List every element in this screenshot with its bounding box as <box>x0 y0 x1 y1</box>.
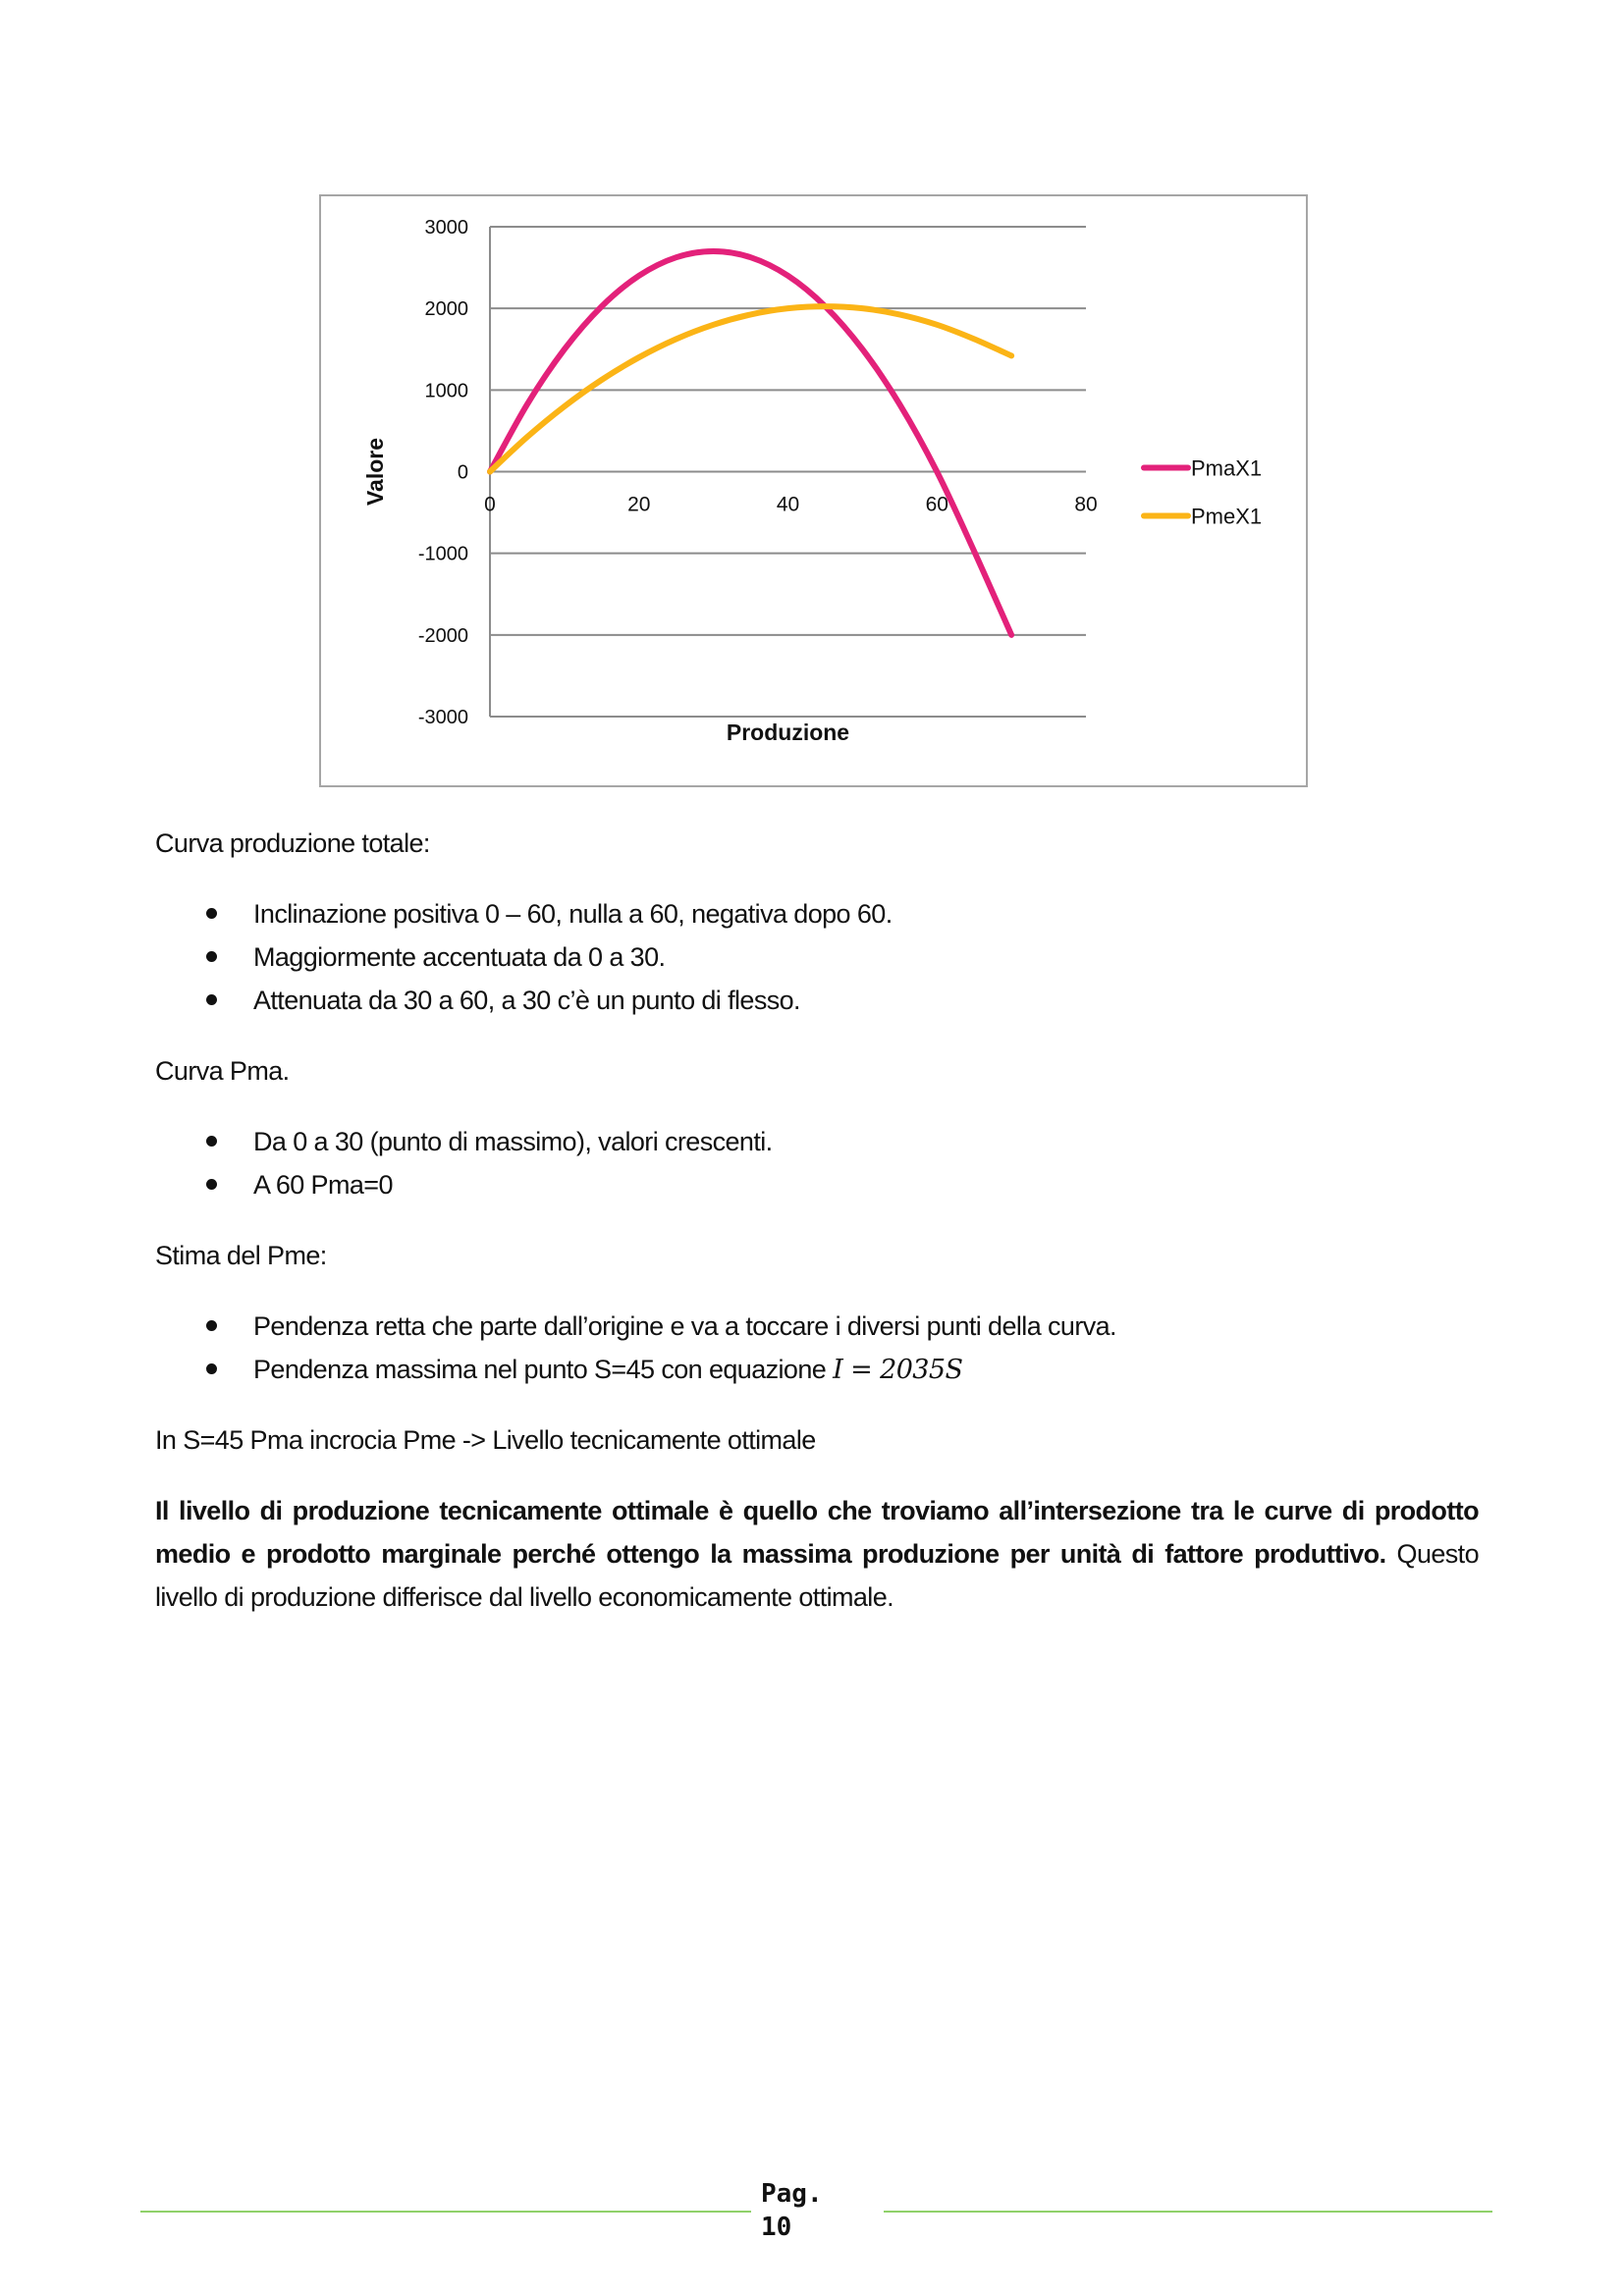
conclusion-paragraph: Il livello di produzione tecnicamente ot… <box>155 1489 1480 1619</box>
y-tick-label: -3000 <box>418 707 468 728</box>
page-label: Pag. <box>761 2179 823 2209</box>
series-line-pmex1 <box>487 303 1015 475</box>
page-number: Pag. 10 <box>761 2177 823 2244</box>
list-item: Maggiormente accentuata da 0 a 30. <box>253 942 666 972</box>
legend-label: PmaX1 <box>1191 456 1262 481</box>
list-item-text: Pendenza massima nel punto S=45 con equa… <box>253 1355 827 1384</box>
line-chart: 3000 2000 1000 0 -1000 -2000 -3000 0 20 40 60 80 Pro… <box>362 217 1262 745</box>
footer-divider-right <box>884 2211 1492 2213</box>
heading-stima-pme: Stima del Pme: <box>155 1241 327 1270</box>
bullet-icon <box>206 1363 217 1374</box>
y-tick-label: 1000 <box>425 380 469 401</box>
bullet-icon <box>206 1320 217 1331</box>
x-tick-label: 40 <box>777 494 799 516</box>
bullet-icon <box>206 1179 217 1190</box>
x-tick-label: 80 <box>1074 494 1097 516</box>
list-item: Da 0 a 30 (punto di massimo), valori cre… <box>253 1127 773 1156</box>
chart: 3000 2000 1000 0 -1000 -2000 -3000 0 20 40 60 80 Pro… <box>319 194 1308 787</box>
list-item: Attenuata da 30 a 60, a 30 c’è un punto … <box>253 986 801 1015</box>
series-line-pmax1 <box>487 247 1015 638</box>
page-number-value: 10 <box>761 2213 792 2242</box>
y-tick-label: 3000 <box>425 217 469 239</box>
bullet-icon <box>206 1136 217 1147</box>
y-axis-label: Valore <box>362 438 388 506</box>
y-tick-label: -1000 <box>418 544 468 565</box>
list-item: Pendenza massima nel punto S=45 con equa… <box>253 1353 963 1387</box>
y-tick-label: 0 <box>458 462 468 484</box>
bullet-icon <box>206 951 217 962</box>
bullet-icon <box>206 994 217 1005</box>
footer-divider-left <box>140 2211 751 2213</box>
x-tick-label: 0 <box>484 494 496 516</box>
heading-curva-produzione: Curva produzione totale: <box>155 828 430 858</box>
heading-curva-pma: Curva Pma. <box>155 1056 290 1086</box>
bullet-icon <box>206 908 217 919</box>
x-axis-label: Produzione <box>727 720 849 745</box>
x-tick-label: 60 <box>926 494 948 516</box>
regular-text: Questo livello di produzione differisce … <box>155 1539 1480 1612</box>
bold-text: Il livello di produzione tecnicamente ot… <box>155 1496 1480 1569</box>
y-tick-label: 2000 <box>425 298 469 320</box>
statement-line: In S=45 Pma incrocia Pme -> Livello tecn… <box>155 1425 816 1455</box>
x-tick-label: 20 <box>627 494 650 516</box>
y-tick-label: -2000 <box>418 625 468 647</box>
list-item: A 60 Pma=0 <box>253 1170 393 1200</box>
equation: I = 2035S <box>833 1355 963 1385</box>
legend-label: PmeX1 <box>1191 505 1262 529</box>
list-item: Pendenza retta che parte dall’origine e … <box>253 1311 1117 1341</box>
list-item: Inclinazione positiva 0 – 60, nulla a 60… <box>253 899 893 929</box>
